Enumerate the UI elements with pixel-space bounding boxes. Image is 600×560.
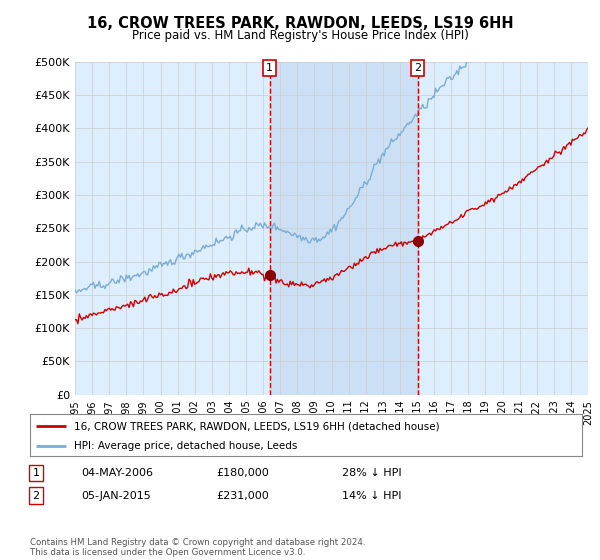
Text: Contains HM Land Registry data © Crown copyright and database right 2024.
This d: Contains HM Land Registry data © Crown c… bbox=[30, 538, 365, 557]
Text: £231,000: £231,000 bbox=[216, 491, 269, 501]
Text: Price paid vs. HM Land Registry's House Price Index (HPI): Price paid vs. HM Land Registry's House … bbox=[131, 29, 469, 42]
Text: 2: 2 bbox=[414, 63, 421, 73]
Text: 04-MAY-2006: 04-MAY-2006 bbox=[81, 468, 153, 478]
Text: 14% ↓ HPI: 14% ↓ HPI bbox=[342, 491, 401, 501]
Text: 16, CROW TREES PARK, RAWDON, LEEDS, LS19 6HH (detached house): 16, CROW TREES PARK, RAWDON, LEEDS, LS19… bbox=[74, 421, 440, 431]
Bar bbox=[269, 62, 418, 395]
Text: 28% ↓ HPI: 28% ↓ HPI bbox=[342, 468, 401, 478]
Text: 2: 2 bbox=[32, 491, 40, 501]
Text: 16, CROW TREES PARK, RAWDON, LEEDS, LS19 6HH: 16, CROW TREES PARK, RAWDON, LEEDS, LS19… bbox=[86, 16, 514, 31]
Text: 1: 1 bbox=[266, 63, 273, 73]
Text: 05-JAN-2015: 05-JAN-2015 bbox=[81, 491, 151, 501]
Text: £180,000: £180,000 bbox=[216, 468, 269, 478]
Text: HPI: Average price, detached house, Leeds: HPI: Average price, detached house, Leed… bbox=[74, 441, 298, 451]
Text: 1: 1 bbox=[32, 468, 40, 478]
